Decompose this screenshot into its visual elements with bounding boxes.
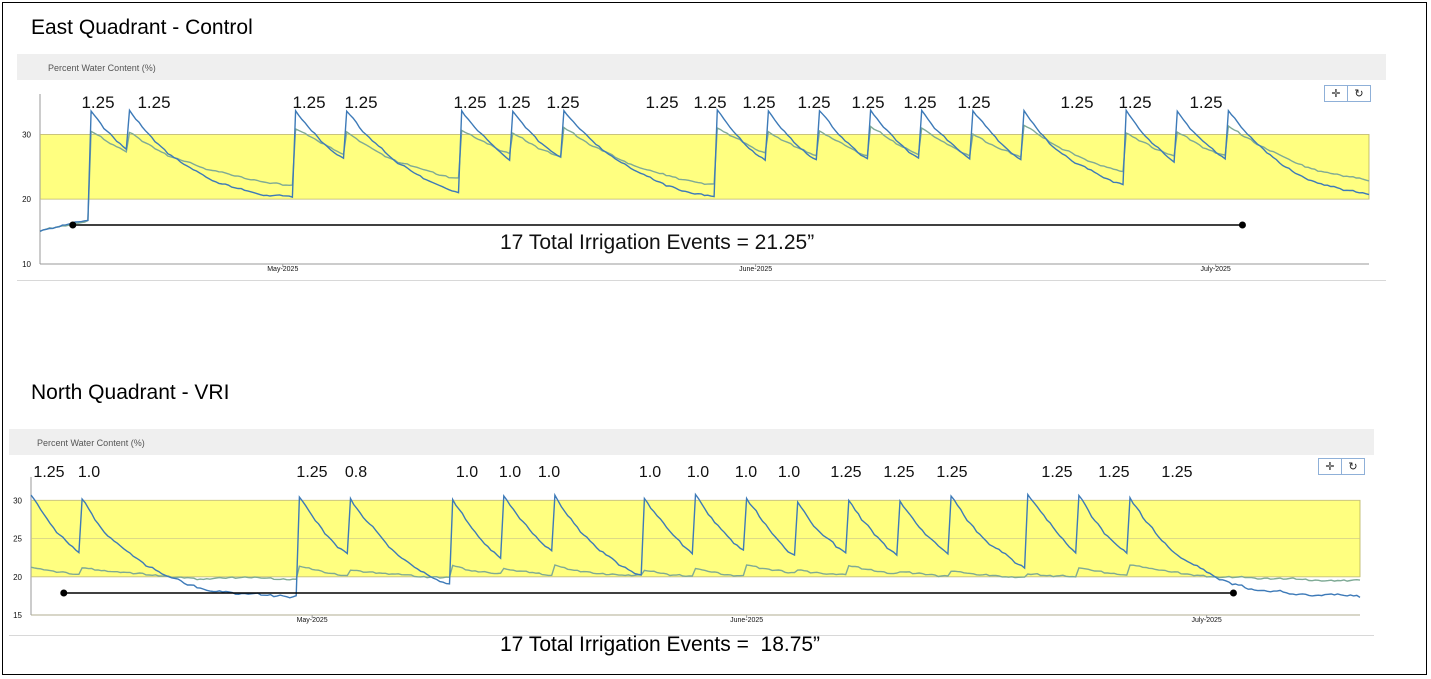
irrigation-amount-label: 1.0: [687, 464, 709, 481]
span-start-dot: [60, 589, 68, 597]
x-tick-label: June-2025: [739, 266, 772, 273]
irrigation-amount-label: 1.25: [851, 93, 884, 112]
x-tick-label: July-2025: [1191, 617, 1221, 624]
north-chart-toolbar: ✛ ↻: [1318, 458, 1365, 475]
east-chart-header: Percent Water Content (%): [17, 54, 1386, 81]
y-tick-label: 30: [13, 496, 22, 505]
irrigation-amount-label: 1.25: [883, 464, 914, 481]
reset-zoom-icon[interactable]: ↻: [1342, 458, 1365, 475]
pan-icon[interactable]: ✛: [1324, 85, 1348, 102]
east-chart[interactable]: 10 20 30 May-2025 June-2025 July-2025 1.25 1.25…: [17, 80, 1386, 280]
east-chart-toolbar: ✛ ↻: [1324, 85, 1371, 102]
irrigation-amount-label: 1.25: [1189, 93, 1222, 112]
irrigation-amount-label: 1.25: [903, 93, 936, 112]
green-series-line: [30, 564, 1361, 582]
irrigation-amount-label: 1.25: [81, 93, 114, 112]
north-chart-header: Percent Water Content (%): [9, 429, 1374, 456]
irrigation-amount-label: 1.25: [33, 464, 64, 481]
irrigation-amount-label: 1.25: [453, 93, 486, 112]
reset-zoom-icon[interactable]: ↻: [1348, 85, 1371, 102]
irrigation-amount-label: 1.25: [645, 93, 678, 112]
y-tick-label: 10: [22, 260, 31, 269]
irrigation-amount-label: 1.25: [1098, 464, 1129, 481]
y-tick-label: 25: [13, 535, 22, 544]
irrigation-amount-label: 1.0: [639, 464, 661, 481]
x-tick-label: May-2025: [267, 266, 298, 273]
east-chart-panel: ✛ ↻ 10 20 30 May-2025 June-2025 July-2025 1.25…: [17, 80, 1386, 281]
north-chart[interactable]: 15 20 25 30 May-2025 June-2025 July-2025 1.25 1.…: [9, 455, 1374, 635]
y-tick-label: 15: [13, 611, 22, 620]
east-chart-ylabel: Percent Water Content (%): [48, 63, 156, 73]
x-tick-label: May-2025: [297, 617, 328, 624]
pan-icon[interactable]: ✛: [1318, 458, 1342, 475]
east-total-label: 17 Total Irrigation Events = 21.25”: [500, 231, 814, 254]
irrigation-amount-label: 1.25: [137, 93, 170, 112]
target-band: [39, 134, 1370, 200]
x-tick-label: June-2025: [730, 617, 763, 624]
irrigation-amount-label: 1.25: [936, 464, 967, 481]
irrigation-amount-label: 1.25: [1161, 464, 1192, 481]
irrigation-amount-label: 0.8: [345, 464, 367, 481]
irrigation-amount-label: 1.25: [742, 93, 775, 112]
irrigation-amount-label: 1.25: [296, 464, 327, 481]
irrigation-amount-label: 1.25: [546, 93, 579, 112]
irrigation-amount-label: 1.0: [78, 464, 100, 481]
irrigation-amount-label: 1.0: [538, 464, 560, 481]
irrigation-amount-label: 1.25: [797, 93, 830, 112]
irrigation-amount-label: 1.0: [499, 464, 521, 481]
north-chart-panel: ✛ ↻ 15 20 25 30 May-2025 June-2025 July-2025 1.…: [9, 455, 1374, 636]
irrigation-amount-label: 1.25: [693, 93, 726, 112]
irrigation-amount-label: 1.25: [1041, 464, 1072, 481]
north-quadrant-title: North Quadrant - VRI: [31, 381, 230, 404]
y-tick-label: 30: [22, 130, 31, 139]
irrigation-amount-label: 1.0: [735, 464, 757, 481]
y-tick-label: 20: [13, 573, 22, 582]
span-end-dot: [1229, 589, 1237, 597]
irrigation-amount-label: 1.25: [292, 93, 325, 112]
irrigation-amount-label: 1.25: [497, 93, 530, 112]
y-tick-label: 20: [22, 195, 31, 204]
irrigation-amount-label: 1.25: [830, 464, 861, 481]
irrigation-amount-label: 1.0: [456, 464, 478, 481]
span-start-dot: [69, 221, 77, 229]
blue-series-line: [39, 107, 1370, 232]
irrigation-amount-label: 1.25: [344, 93, 377, 112]
east-quadrant-title: East Quadrant - Control: [31, 16, 253, 39]
north-total-label: 17 Total Irrigation Events = 18.75”: [500, 633, 821, 656]
span-end-dot: [1238, 221, 1246, 229]
x-tick-label: July-2025: [1200, 266, 1230, 273]
green-series-line: [39, 124, 1370, 232]
irrigation-amount-label: 1.25: [1118, 93, 1151, 112]
irrigation-amount-label: 1.25: [957, 93, 990, 112]
north-chart-ylabel: Percent Water Content (%): [37, 438, 145, 448]
irrigation-amount-label: 1.25: [1060, 93, 1093, 112]
irrigation-amount-label: 1.0: [778, 464, 800, 481]
